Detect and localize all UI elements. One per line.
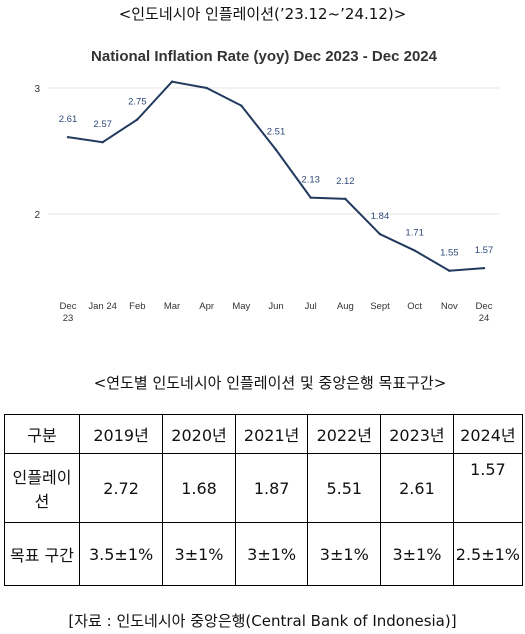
row-label-cell: 목표 구간 bbox=[4, 522, 80, 586]
table-caption: <연도별 인도네시아 인플레이션 및 중앙은행 목표구간> bbox=[93, 374, 447, 392]
series-line bbox=[67, 80, 485, 272]
table-cell: 1.87 bbox=[234, 453, 309, 523]
data-label: 1.55 bbox=[440, 248, 459, 259]
inflation-table: 구분 2019년 2020년 2021년 2022년 2023년 2024년 인… bbox=[4, 414, 524, 586]
x-tick-label: May bbox=[232, 301, 250, 312]
data-point bbox=[66, 135, 70, 139]
data-label: 2.12 bbox=[336, 176, 355, 187]
table-cell: 2.5±1% bbox=[452, 522, 524, 586]
data-point bbox=[101, 140, 104, 144]
x-tick-label: Nov bbox=[441, 301, 458, 312]
y-tick-label: 2 bbox=[34, 210, 40, 221]
data-label: 1.57 bbox=[475, 245, 494, 256]
table-cell: 5.51 bbox=[307, 453, 382, 523]
data-label: 1.71 bbox=[405, 228, 424, 239]
x-tick-label: Apr bbox=[199, 301, 214, 312]
data-point bbox=[240, 104, 243, 107]
data-point bbox=[448, 269, 451, 272]
table-cell: 2.61 bbox=[380, 453, 454, 523]
x-tick-label: Oct bbox=[407, 301, 422, 312]
x-tick-label: Sept bbox=[370, 301, 390, 312]
table-cell: 3±1% bbox=[162, 522, 236, 586]
data-point bbox=[309, 196, 312, 199]
data-point bbox=[274, 148, 278, 151]
table-cell: 3±1% bbox=[234, 522, 309, 586]
table-row: 목표 구간 3.5±1% 3±1% 3±1% 3±1% 3±1% 2.5±1% bbox=[4, 522, 524, 586]
data-label: 2.75 bbox=[128, 97, 147, 108]
header-cell: 2020년 bbox=[162, 414, 236, 454]
data-label: 2.61 bbox=[59, 114, 78, 125]
x-tick-label: Jun bbox=[268, 301, 283, 312]
chart-svg: National Inflation Rate (yoy) Dec 2023 -… bbox=[34, 48, 500, 324]
header-cell: 2019년 bbox=[78, 414, 164, 454]
data-point bbox=[482, 266, 486, 270]
x-tick-label: Jul bbox=[305, 301, 317, 312]
table-cell: 2.72 bbox=[78, 453, 164, 523]
data-label: 2.51 bbox=[267, 127, 286, 138]
y-tick-label: 3 bbox=[34, 84, 40, 95]
data-label: 1.84 bbox=[371, 211, 390, 222]
data-point bbox=[413, 249, 416, 252]
table-cell: 3.5±1% bbox=[78, 522, 164, 586]
header-cell: 2022년 bbox=[307, 414, 382, 454]
x-tick-label: Dec 23 bbox=[60, 301, 77, 324]
x-tick-label: Mar bbox=[164, 301, 180, 312]
table-cell: 1.68 bbox=[162, 453, 236, 523]
chart-caption: <인도네시아 인플레이션(’23.12~’24.12)> bbox=[118, 5, 407, 23]
header-cell: 2024년 bbox=[452, 414, 524, 454]
data-point bbox=[344, 197, 347, 201]
x-tick-label: Dec 24 bbox=[476, 301, 493, 324]
data-label: 2.57 bbox=[93, 119, 112, 130]
table-cell: 1.57 bbox=[452, 453, 524, 523]
header-cell: 2021년 bbox=[234, 414, 309, 454]
x-tick-label: Feb bbox=[129, 301, 145, 312]
table-cell: 3±1% bbox=[307, 522, 382, 586]
data-label: 2.13 bbox=[301, 175, 320, 186]
inflation-line-chart: National Inflation Rate (yoy) Dec 2023 -… bbox=[0, 38, 525, 338]
table-cell: 3±1% bbox=[380, 522, 454, 586]
header-cell: 구분 bbox=[4, 414, 80, 454]
table-row: 인플레이션 2.72 1.68 1.87 5.51 2.61 1.57 bbox=[4, 453, 524, 523]
row-label-cell: 인플레이션 bbox=[4, 453, 80, 523]
x-tick-label: Aug bbox=[337, 301, 354, 312]
chart-title: National Inflation Rate (yoy) Dec 2023 -… bbox=[91, 48, 438, 65]
data-point bbox=[170, 80, 174, 83]
table-header-row: 구분 2019년 2020년 2021년 2022년 2023년 2024년 bbox=[4, 414, 524, 454]
data-point bbox=[205, 86, 208, 90]
x-tick-label: Jan 24 bbox=[88, 301, 117, 312]
header-cell: 2023년 bbox=[380, 414, 454, 454]
source-note: [자료 : 인도네시아 중앙은행(Central Bank of Indones… bbox=[68, 612, 457, 630]
data-point bbox=[136, 118, 139, 121]
data-point bbox=[378, 232, 382, 236]
